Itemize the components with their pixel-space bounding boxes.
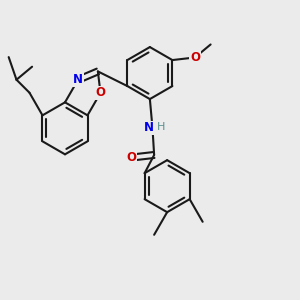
Text: N: N (73, 74, 83, 86)
Text: H: H (157, 122, 165, 132)
Text: O: O (190, 51, 200, 64)
Text: N: N (144, 121, 154, 134)
Text: O: O (95, 86, 106, 99)
Text: O: O (127, 151, 136, 164)
